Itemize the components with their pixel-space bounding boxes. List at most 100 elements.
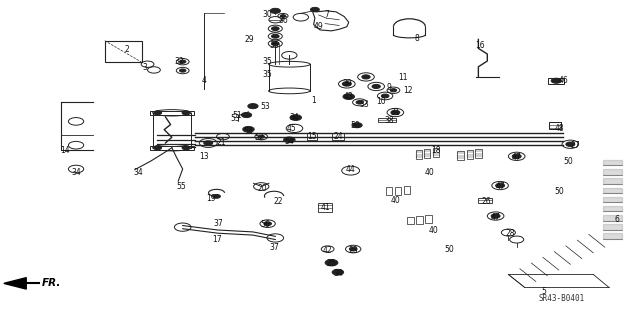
Text: 50: 50 — [350, 121, 360, 130]
Bar — [307, 133, 317, 140]
Text: 53: 53 — [261, 102, 271, 111]
Text: 1: 1 — [311, 96, 316, 105]
Text: 49: 49 — [314, 22, 324, 31]
Text: 12: 12 — [403, 86, 413, 95]
Text: FR.: FR. — [42, 278, 61, 288]
Text: SR43-B0401: SR43-B0401 — [538, 294, 585, 303]
Text: 35: 35 — [269, 41, 279, 50]
Circle shape — [325, 260, 338, 266]
Text: 56: 56 — [261, 220, 271, 229]
Text: 28: 28 — [506, 229, 515, 238]
Polygon shape — [603, 188, 622, 193]
Circle shape — [258, 135, 264, 138]
Text: 10: 10 — [376, 97, 386, 106]
Bar — [458, 151, 464, 160]
Circle shape — [391, 110, 400, 115]
Polygon shape — [603, 197, 622, 202]
Text: 7: 7 — [324, 11, 329, 19]
Circle shape — [332, 269, 344, 275]
Circle shape — [270, 8, 280, 13]
Circle shape — [362, 75, 370, 79]
Polygon shape — [603, 178, 622, 184]
Bar — [416, 150, 422, 159]
Text: 54: 54 — [244, 127, 253, 136]
Circle shape — [491, 214, 500, 218]
Text: 40: 40 — [429, 226, 438, 234]
Circle shape — [204, 141, 212, 145]
Bar — [318, 203, 332, 212]
Text: 42: 42 — [323, 246, 332, 255]
Circle shape — [495, 183, 504, 188]
Text: 19: 19 — [207, 194, 216, 203]
Circle shape — [352, 123, 362, 128]
Circle shape — [243, 126, 254, 132]
Bar — [105, 41, 142, 62]
Text: 37: 37 — [269, 243, 279, 252]
Circle shape — [182, 146, 189, 150]
Bar — [424, 149, 431, 158]
Circle shape — [280, 15, 285, 17]
Text: 2: 2 — [125, 45, 129, 55]
Text: 38: 38 — [384, 116, 394, 125]
Circle shape — [310, 7, 319, 12]
Text: 53: 53 — [231, 114, 241, 123]
Text: 5: 5 — [541, 287, 546, 296]
Text: 30: 30 — [263, 10, 273, 19]
Circle shape — [512, 154, 521, 159]
Text: 55: 55 — [176, 182, 186, 191]
Text: 23: 23 — [348, 246, 358, 255]
Text: 4: 4 — [202, 76, 206, 85]
Bar — [467, 150, 473, 159]
Polygon shape — [603, 234, 622, 239]
Circle shape — [154, 111, 162, 115]
Text: 51: 51 — [232, 111, 242, 120]
Bar — [417, 216, 423, 224]
Bar — [150, 146, 193, 150]
Text: 35: 35 — [263, 57, 273, 66]
Text: 16: 16 — [475, 41, 484, 50]
Text: 44: 44 — [346, 165, 356, 174]
Text: 50: 50 — [444, 245, 454, 254]
Text: 50: 50 — [563, 157, 573, 166]
Text: 47: 47 — [495, 182, 505, 191]
Circle shape — [271, 34, 279, 38]
Text: 29: 29 — [245, 35, 255, 44]
Text: 33: 33 — [360, 100, 369, 109]
Ellipse shape — [153, 145, 191, 151]
Polygon shape — [603, 215, 622, 220]
Text: 40: 40 — [425, 168, 435, 177]
Text: 34: 34 — [289, 113, 300, 122]
Text: 34: 34 — [333, 269, 343, 278]
Circle shape — [349, 247, 357, 251]
Text: 41: 41 — [320, 203, 330, 212]
Polygon shape — [603, 160, 622, 166]
Circle shape — [182, 111, 189, 115]
Circle shape — [179, 69, 186, 72]
Text: 17: 17 — [212, 235, 221, 244]
Text: 46: 46 — [559, 76, 569, 85]
Text: 13: 13 — [199, 152, 209, 161]
Bar — [150, 111, 193, 115]
Text: 37: 37 — [213, 219, 223, 228]
Bar — [603, 156, 622, 239]
Circle shape — [212, 195, 220, 198]
Bar — [548, 122, 561, 129]
Text: 39: 39 — [342, 79, 352, 88]
Text: 8: 8 — [415, 34, 419, 43]
Bar — [477, 197, 492, 203]
Text: 35: 35 — [263, 70, 273, 79]
Text: 25: 25 — [326, 259, 336, 268]
Circle shape — [381, 94, 389, 98]
Text: 52: 52 — [255, 133, 264, 142]
Circle shape — [343, 94, 355, 100]
Text: 18: 18 — [431, 146, 441, 155]
Text: 3: 3 — [142, 63, 147, 72]
Circle shape — [372, 85, 380, 88]
Circle shape — [551, 78, 561, 83]
Circle shape — [271, 27, 279, 31]
Text: 15: 15 — [308, 132, 317, 141]
Circle shape — [284, 137, 295, 143]
Bar — [548, 78, 564, 84]
Text: 9: 9 — [387, 83, 392, 92]
Bar — [269, 64, 310, 91]
